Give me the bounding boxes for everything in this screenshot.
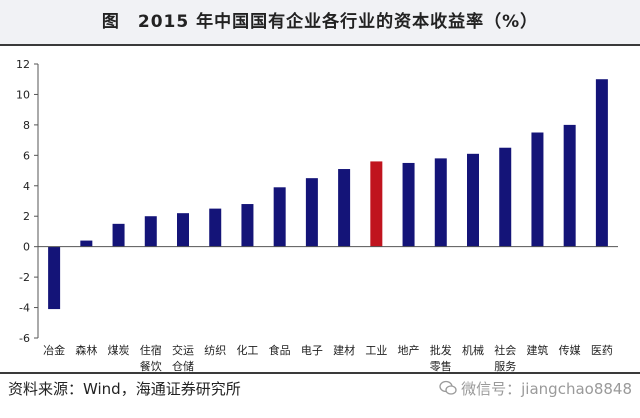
y-tick-label: 8 [23, 119, 30, 132]
bar [402, 162, 415, 247]
x-tick-label: 地产 [398, 343, 420, 357]
y-tick-label: -2 [19, 271, 30, 284]
bar [531, 132, 544, 247]
x-tick-label: 机械 [462, 343, 484, 357]
bar [273, 187, 286, 247]
bar [112, 223, 125, 247]
wechat-icon [439, 380, 457, 395]
x-tick-label: 食品 [269, 343, 291, 357]
y-tick-label: 4 [23, 180, 30, 193]
x-tick-label: 建筑 [526, 343, 548, 357]
x-tick-label: 传媒 [559, 344, 581, 357]
x-tick-label: 煤炭 [108, 344, 130, 357]
y-tick-label: 2 [23, 210, 30, 223]
watermark: 微信号：jiangchao8848 [439, 378, 632, 399]
x-tick-label: 服务 [494, 360, 516, 372]
watermark-text: 微信号：jiangchao8848 [461, 380, 632, 398]
bar [370, 161, 383, 247]
chart-title: 图 2015 年中国国有企业各行业的资本收益率（%） [101, 12, 539, 32]
bar [241, 204, 254, 247]
bar [467, 153, 479, 247]
y-tick-label: 0 [23, 241, 30, 254]
x-tick-label: 化工 [236, 343, 258, 357]
bar [434, 158, 447, 247]
bar [338, 169, 351, 247]
x-tick-label: 批发 [430, 343, 452, 357]
footer-divider [0, 372, 640, 374]
x-tick-label: 仓储 [172, 359, 194, 372]
x-tick-label: 纺织 [204, 343, 226, 357]
y-tick-label: 10 [16, 88, 30, 101]
x-tick-label: 建材 [333, 343, 355, 357]
x-tick-label: 餐饮 [140, 359, 162, 372]
y-tick-label: -6 [19, 332, 30, 345]
source-note: 资料来源：Wind，海通证券研究所 [8, 380, 241, 398]
x-tick-label: 住宿 [140, 343, 162, 357]
y-tick-label: -4 [19, 302, 30, 315]
title-divider [0, 44, 640, 46]
x-tick-label: 社会 [494, 343, 516, 357]
bar [80, 240, 93, 247]
bar [209, 208, 222, 247]
y-tick-label: 12 [16, 58, 30, 71]
bar [563, 124, 576, 247]
x-tick-label: 交运 [172, 343, 194, 357]
bar-chart: -6 -4 -2 0 2 4 6 8 10 12 冶金 森林 煤炭 住宿餐饮交运仓储纺织 化工 食品 电子 建材工… [16, 58, 618, 372]
bar [48, 246, 61, 310]
x-tick-label: 冶金 [43, 343, 65, 357]
bar [177, 213, 189, 247]
x-tick-label: 森林 [75, 343, 97, 357]
x-tick-label: 医药 [591, 344, 613, 357]
bar [595, 79, 608, 247]
y-tick-label: 6 [23, 149, 30, 162]
title-bar [0, 0, 640, 44]
bar [499, 147, 512, 247]
x-tick-label: 电子 [301, 344, 323, 357]
x-tick-label: 工业 [365, 344, 387, 357]
bar [144, 216, 157, 247]
x-tick-label: 零售 [430, 359, 452, 372]
bar [305, 178, 318, 247]
